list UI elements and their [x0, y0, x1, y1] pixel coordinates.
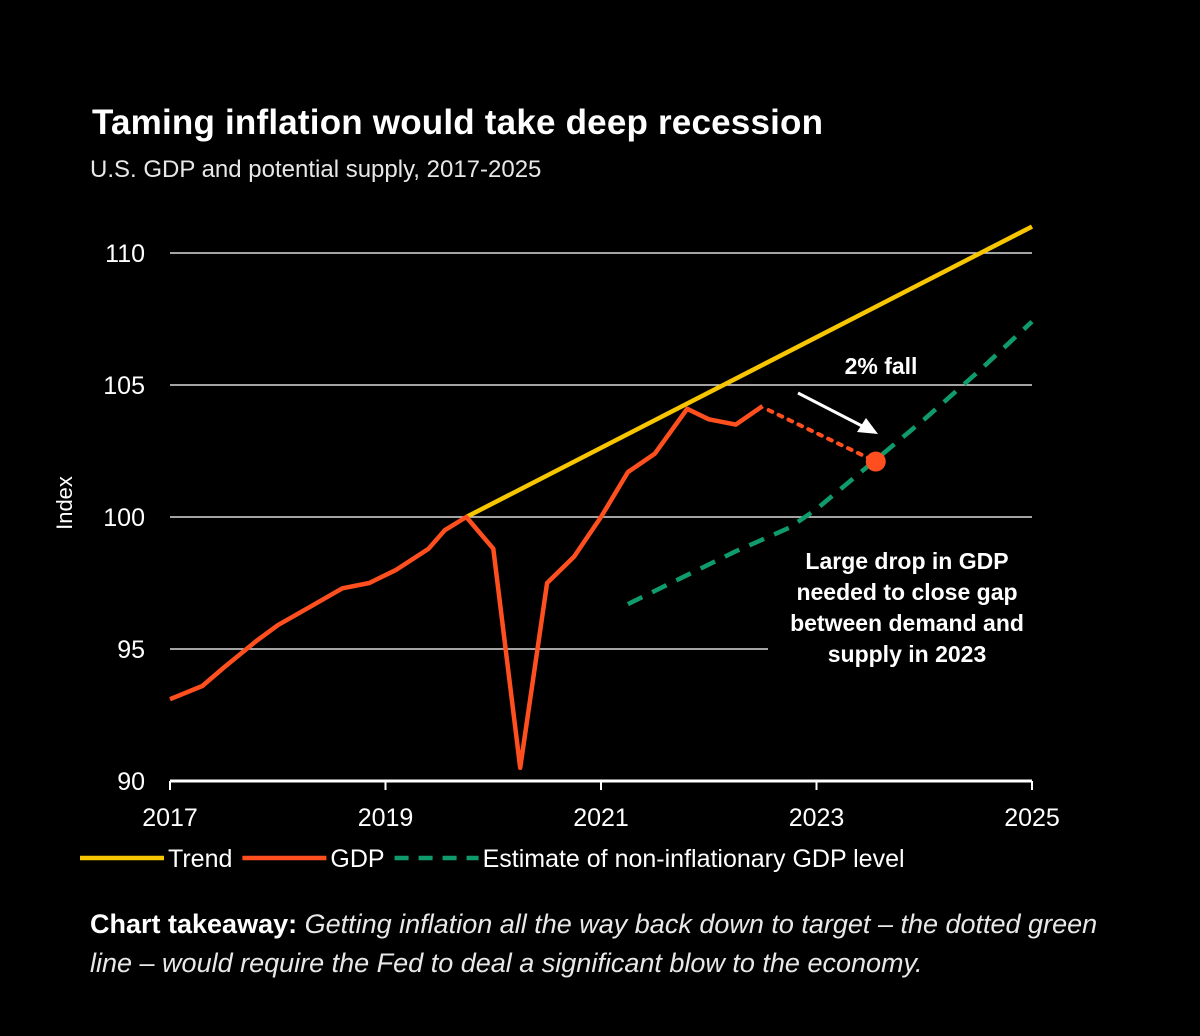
projection-endpoint-dot — [865, 451, 886, 472]
y-tick-label: 105 — [103, 372, 145, 400]
y-axis-label: Index — [52, 476, 77, 530]
chart-canvas: 90 95 100 105 110 2017 2019 2021 2023 2025 Index 2%… — [52, 224, 1060, 873]
chart-subtitle: U.S. GDP and potential supply, 2017-2025 — [90, 156, 542, 183]
projection-line — [766, 408, 878, 464]
x-tick-label: 2025 — [1004, 804, 1060, 832]
fall-annotation-label: 2% fall — [845, 353, 918, 379]
x-tick-label: 2021 — [573, 804, 629, 832]
chart-title: Taming inflation would take deep recessi… — [92, 103, 824, 142]
y-tick-label: 95 — [117, 636, 145, 664]
gap-annotation-line: supply in 2023 — [828, 641, 987, 667]
x-tick-label: 2017 — [142, 804, 198, 832]
gap-annotation-line: needed to close gap — [796, 579, 1017, 605]
series-line-trend — [465, 224, 1034, 520]
legend-label-1: GDP — [330, 845, 384, 873]
x-tick-label: 2023 — [789, 804, 845, 832]
legend-label-0: Trend — [168, 845, 232, 873]
takeaway-body: Getting inflation all the way back down … — [90, 909, 1098, 978]
fall-arrow-shaft — [797, 391, 867, 430]
series-line-gdp — [169, 404, 764, 771]
legend-label-2: Estimate of non-inflationary GDP level — [483, 845, 905, 873]
fall-arrow-head — [857, 418, 878, 434]
y-tick-label: 90 — [117, 768, 145, 796]
gap-annotation-line: Large drop in GDP — [805, 548, 1008, 574]
takeaway-lead: Chart takeaway: — [90, 909, 298, 939]
gap-annotation-line: between demand and — [790, 610, 1024, 636]
x-tick-label: 2019 — [358, 804, 414, 832]
chart-takeaway: Chart takeaway: Getting inflation all th… — [90, 905, 1120, 983]
y-tick-label: 100 — [103, 504, 145, 532]
y-tick-label: 110 — [105, 240, 145, 268]
